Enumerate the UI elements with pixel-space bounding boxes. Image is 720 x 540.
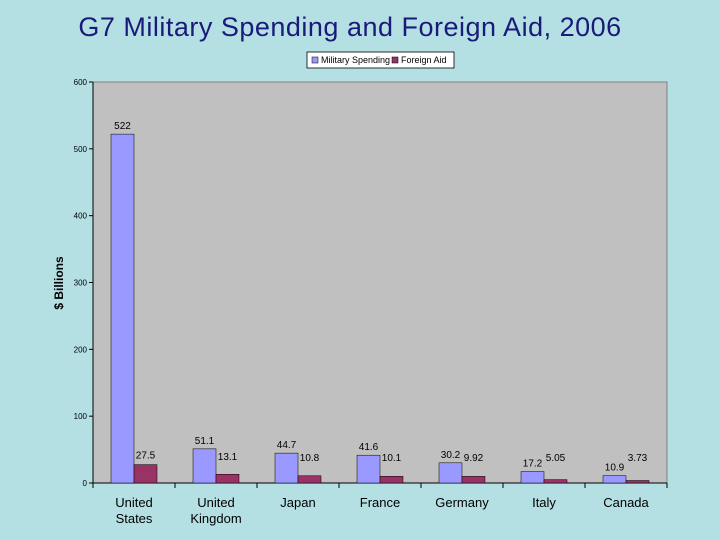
military-data-label: 522 bbox=[114, 121, 131, 132]
y-tick-label: 200 bbox=[74, 345, 88, 354]
legend: Military Spending Foreign Aid bbox=[307, 52, 454, 68]
military-bar bbox=[439, 463, 462, 483]
military-bar bbox=[603, 476, 626, 483]
category-label-line: Italy bbox=[532, 495, 556, 510]
y-tick-label: 500 bbox=[74, 145, 88, 154]
military-bar bbox=[193, 449, 216, 483]
category-label: France bbox=[360, 495, 400, 510]
military-bar bbox=[521, 472, 544, 483]
category-label: Japan bbox=[280, 495, 315, 510]
aid-data-label: 10.8 bbox=[300, 453, 320, 464]
y-tick-label: 0 bbox=[83, 479, 88, 488]
category-label-line: States bbox=[116, 511, 153, 526]
aid-bar bbox=[544, 480, 567, 483]
military-data-label: 51.1 bbox=[195, 436, 215, 447]
military-bar bbox=[111, 134, 134, 483]
military-bar bbox=[357, 455, 380, 483]
military-data-label: 17.2 bbox=[523, 459, 543, 470]
category-label-line: Germany bbox=[435, 495, 489, 510]
y-axis-label: $ Billions bbox=[52, 256, 66, 310]
military-data-label: 30.2 bbox=[441, 450, 461, 461]
aid-data-label: 10.1 bbox=[382, 453, 402, 464]
aid-data-label: 3.73 bbox=[628, 453, 648, 464]
category-label: Italy bbox=[532, 495, 556, 510]
y-tick-label: 600 bbox=[74, 78, 88, 87]
y-tick-label: 300 bbox=[74, 279, 88, 288]
aid-data-label: 13.1 bbox=[218, 452, 238, 463]
legend-swatch-aid bbox=[392, 57, 398, 63]
military-data-label: 41.6 bbox=[359, 442, 379, 453]
aid-bar bbox=[626, 481, 649, 483]
category-label-line: Kingdom bbox=[190, 511, 241, 526]
category-label: Canada bbox=[603, 495, 649, 510]
aid-bar bbox=[134, 465, 157, 483]
category-label-line: United bbox=[197, 495, 235, 510]
military-data-label: 10.9 bbox=[605, 463, 625, 474]
aid-data-label: 27.5 bbox=[136, 451, 156, 462]
aid-bar bbox=[380, 476, 403, 483]
legend-label-aid: Foreign Aid bbox=[401, 55, 447, 65]
legend-swatch-military bbox=[312, 57, 318, 63]
category-label-line: Canada bbox=[603, 495, 649, 510]
aid-data-label: 5.05 bbox=[546, 453, 566, 464]
y-tick-label: 100 bbox=[74, 412, 88, 421]
military-data-label: 44.7 bbox=[277, 440, 297, 451]
aid-bar bbox=[298, 476, 321, 483]
aid-bar bbox=[462, 476, 485, 483]
y-tick-label: 400 bbox=[74, 212, 88, 221]
category-label-line: United bbox=[115, 495, 153, 510]
category-label: United States bbox=[115, 495, 153, 526]
category-label: Germany bbox=[435, 495, 489, 510]
aid-bar bbox=[216, 474, 239, 483]
category-label-line: France bbox=[360, 495, 400, 510]
category-label-line: Japan bbox=[280, 495, 315, 510]
military-bar bbox=[275, 453, 298, 483]
legend-label-military: Military Spending bbox=[321, 55, 390, 65]
aid-data-label: 9.92 bbox=[464, 453, 484, 464]
plot-area bbox=[93, 82, 667, 483]
category-label: United Kingdom bbox=[190, 495, 241, 526]
